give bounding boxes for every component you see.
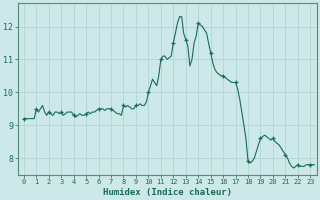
X-axis label: Humidex (Indice chaleur): Humidex (Indice chaleur) (103, 188, 232, 197)
